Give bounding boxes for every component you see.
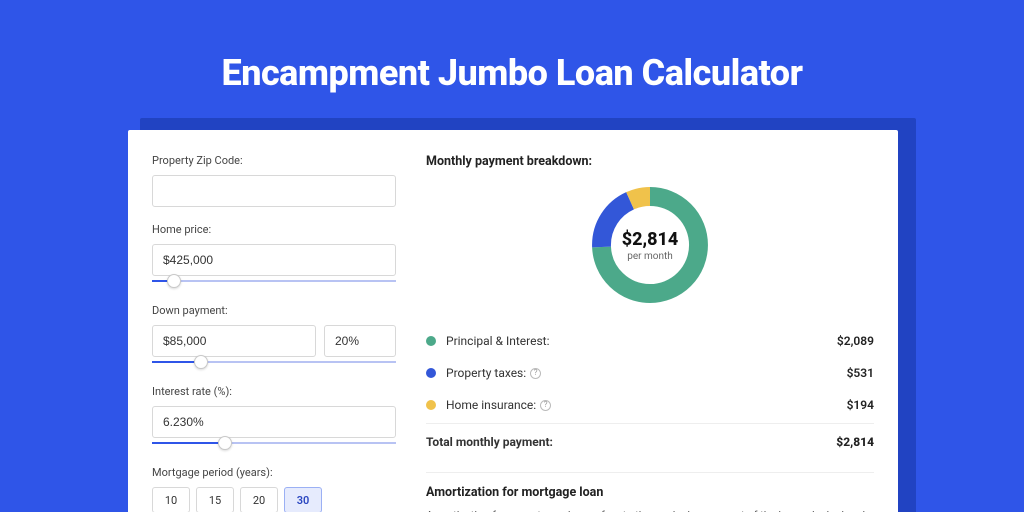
mortgage-period-option[interactable]: 10	[152, 487, 190, 512]
legend-label: Principal & Interest:	[446, 334, 837, 348]
legend-total-label: Total monthly payment:	[426, 435, 836, 449]
legend-total-row: Total monthly payment:$2,814	[426, 423, 874, 458]
home-price-input[interactable]	[152, 244, 396, 276]
breakdown-legend: Principal & Interest:$2,089Property taxe…	[426, 325, 874, 458]
donut-sub: per month	[627, 251, 673, 262]
home-price-group: Home price:	[152, 223, 396, 288]
down-payment-percent-input[interactable]	[324, 325, 396, 357]
mortgage-period-option[interactable]: 20	[240, 487, 278, 512]
legend-value: $531	[847, 366, 874, 380]
interest-rate-input[interactable]	[152, 406, 396, 438]
legend-row: Principal & Interest:$2,089	[426, 325, 874, 357]
mortgage-period-segmented: 10152030	[152, 487, 396, 512]
legend-dot	[426, 400, 436, 410]
amortization-body: Amortization for a mortgage loan refers …	[426, 508, 874, 512]
mortgage-period-option[interactable]: 15	[196, 487, 234, 512]
calculator-card: Property Zip Code: Home price: Down paym…	[128, 130, 898, 512]
mortgage-period-label: Mortgage period (years):	[152, 466, 396, 479]
info-icon[interactable]: ?	[540, 400, 551, 411]
page-title: Encampment Jumbo Loan Calculator	[0, 52, 1024, 94]
slider-thumb[interactable]	[194, 355, 208, 369]
legend-dot	[426, 336, 436, 346]
amortization-heading: Amortization for mortgage loan	[426, 485, 874, 500]
down-payment-group: Down payment:	[152, 304, 396, 369]
legend-value: $194	[847, 398, 874, 412]
zip-group: Property Zip Code:	[152, 154, 396, 207]
slider-thumb[interactable]	[167, 274, 181, 288]
down-payment-label: Down payment:	[152, 304, 396, 317]
interest-rate-slider[interactable]	[152, 436, 396, 450]
donut-wrap: $2,814 per month	[426, 177, 874, 319]
legend-dot	[426, 368, 436, 378]
home-price-slider[interactable]	[152, 274, 396, 288]
donut-amount: $2,814	[622, 229, 679, 250]
donut-center: $2,814 per month	[586, 181, 714, 309]
down-payment-amount-input[interactable]	[152, 325, 316, 357]
legend-total-value: $2,814	[836, 435, 874, 449]
legend-label: Property taxes:?	[446, 366, 847, 380]
mortgage-period-group: Mortgage period (years): 10152030	[152, 466, 396, 512]
payment-donut-chart: $2,814 per month	[586, 181, 714, 309]
slider-track	[152, 280, 396, 282]
down-payment-slider[interactable]	[152, 355, 396, 369]
amortization-section: Amortization for mortgage loan Amortizat…	[426, 472, 874, 512]
home-price-label: Home price:	[152, 223, 396, 236]
zip-label: Property Zip Code:	[152, 154, 396, 167]
legend-label: Home insurance:?	[446, 398, 847, 412]
interest-rate-group: Interest rate (%):	[152, 385, 396, 450]
form-panel: Property Zip Code: Home price: Down paym…	[128, 130, 418, 512]
zip-input[interactable]	[152, 175, 396, 207]
legend-row: Property taxes:?$531	[426, 357, 874, 389]
slider-fill	[152, 442, 225, 444]
legend-value: $2,089	[837, 334, 874, 348]
breakdown-heading: Monthly payment breakdown:	[426, 154, 874, 169]
info-icon[interactable]: ?	[530, 368, 541, 379]
mortgage-period-option[interactable]: 30	[284, 487, 322, 512]
slider-thumb[interactable]	[218, 436, 232, 450]
legend-row: Home insurance:?$194	[426, 389, 874, 421]
interest-rate-label: Interest rate (%):	[152, 385, 396, 398]
breakdown-panel: Monthly payment breakdown: $2,814 per mo…	[418, 130, 898, 512]
